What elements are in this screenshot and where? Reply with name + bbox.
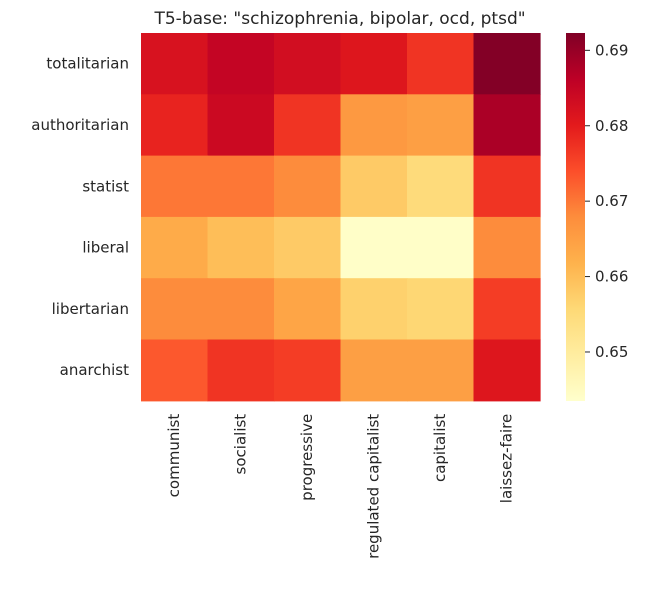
heatmap-cells [141, 33, 541, 402]
heatmap-cell [274, 94, 342, 157]
heatmap-cell [473, 278, 541, 341]
heatmap-cell [141, 216, 209, 279]
heatmap-cell [141, 278, 209, 341]
heatmap-cell [473, 339, 541, 402]
colorbar-tick-label: 0.68 [595, 117, 628, 135]
colorbar-tick-label: 0.66 [595, 268, 628, 286]
heatmap-cell [207, 155, 275, 218]
heatmap-cell [340, 94, 408, 157]
heatmap-cell [274, 155, 342, 218]
x-tick-label: progressive [298, 414, 316, 501]
y-tick-label: authoritarian [31, 116, 129, 134]
heatmap-cell [340, 339, 408, 402]
heatmap-cell [207, 339, 275, 402]
heatmap-cell [141, 33, 209, 95]
colorbar-tick-label: 0.65 [595, 343, 628, 361]
x-tick-label: capitalist [431, 414, 449, 482]
heatmap-cell [340, 33, 408, 95]
heatmap-cell [340, 278, 408, 341]
y-tick-labels: totalitarian authoritarian statist liberal l… [31, 55, 129, 379]
x-tick-label: communist [165, 414, 183, 498]
heatmap-cell [141, 94, 209, 157]
heatmap-cell [207, 278, 275, 341]
heatmap-cell [207, 216, 275, 279]
heatmap-cell [274, 216, 342, 279]
heatmap-cell [407, 33, 475, 95]
heatmap-cell [340, 216, 408, 279]
colorbar-tick-label: 0.67 [595, 192, 628, 210]
chart-title: T5-base: "schizophrenia, bipolar, ocd, p… [153, 9, 525, 29]
heatmap-cell [473, 94, 541, 157]
heatmap-cell [407, 339, 475, 402]
heatmap-cell [207, 94, 275, 157]
y-tick-label: anarchist [60, 361, 129, 379]
x-tick-labels: communist socialist progressive regulated c… [165, 414, 516, 559]
heatmap-cell [340, 155, 408, 218]
heatmap-cell [473, 33, 541, 95]
heatmap-cell [141, 339, 209, 402]
y-tick-label: liberal [82, 239, 129, 257]
heatmap-cell [207, 33, 275, 95]
y-tick-label: totalitarian [46, 55, 129, 73]
colorbar [566, 33, 585, 401]
heatmap-cell [473, 155, 541, 218]
colorbar-ticks: 0.65 0.66 0.67 0.68 0.69 [585, 41, 628, 361]
x-tick-label: regulated capitalist [365, 414, 383, 559]
heatmap-cell [407, 278, 475, 341]
y-tick-label: libertarian [52, 300, 129, 318]
x-tick-label: socialist [232, 414, 250, 475]
y-tick-label: statist [82, 177, 129, 195]
x-tick-label: laissez-faire [498, 414, 516, 503]
heatmap-cell [141, 155, 209, 218]
heatmap-cell [473, 216, 541, 279]
heatmap-cell [274, 339, 342, 402]
heatmap-cell [274, 278, 342, 341]
heatmap-cell [407, 155, 475, 218]
colorbar-tick-label: 0.69 [595, 41, 628, 59]
heatmap-cell [407, 94, 475, 157]
heatmap-cell [407, 216, 475, 279]
heatmap-cell [274, 33, 342, 95]
